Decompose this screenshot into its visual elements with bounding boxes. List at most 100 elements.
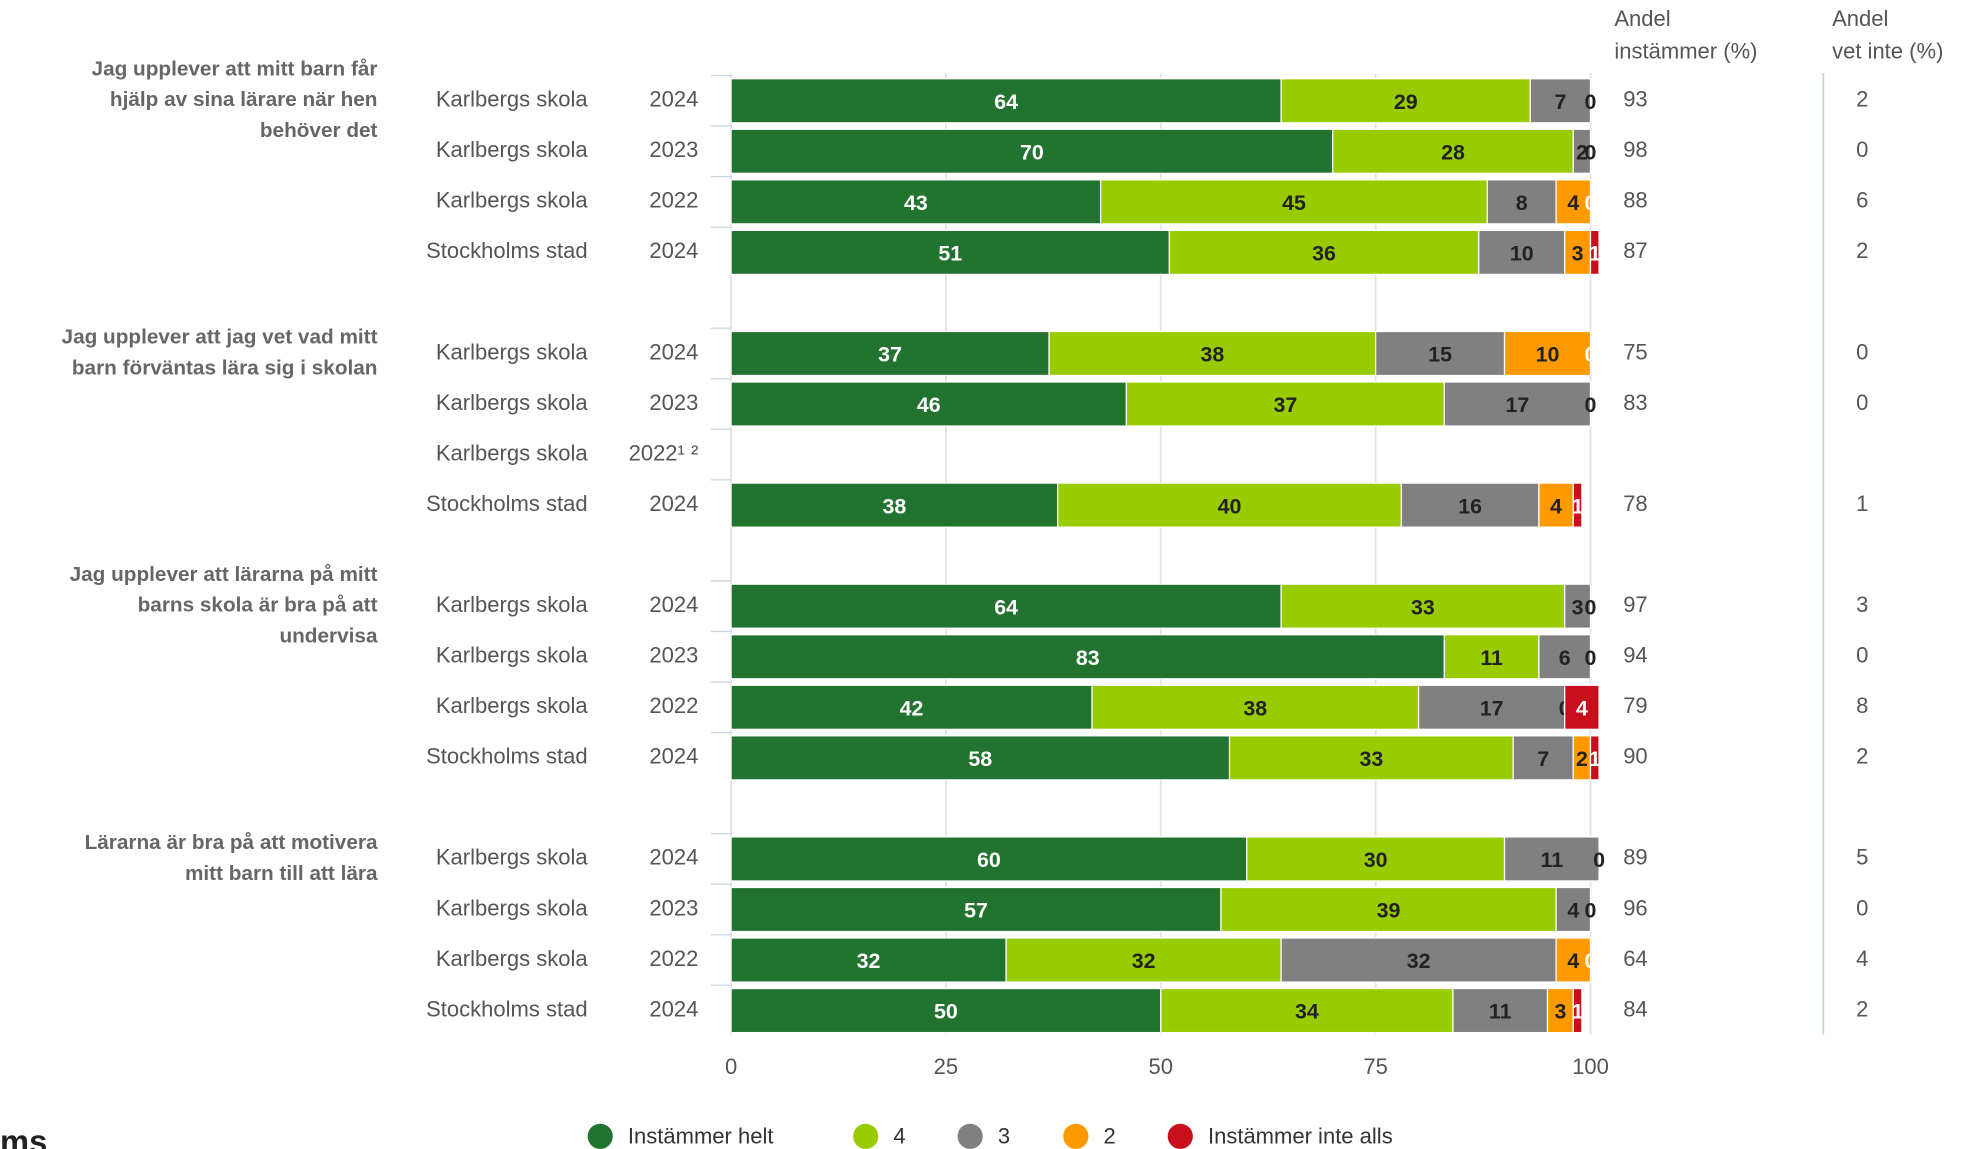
andel-instammer: 87 bbox=[1623, 238, 1647, 263]
bar-segment bbox=[1572, 987, 1583, 1034]
andel-instammer: 98 bbox=[1623, 137, 1647, 162]
year-label: 2024 bbox=[649, 339, 698, 364]
value-label: 0 bbox=[1585, 949, 1597, 973]
bar-segment bbox=[730, 684, 1093, 730]
year-label: 2024 bbox=[649, 845, 698, 870]
entity-label: Karlbergs skola bbox=[436, 137, 588, 162]
bar-segment bbox=[730, 78, 1282, 124]
entity-label: Karlbergs skola bbox=[436, 693, 588, 718]
question-label: Jag upplever att jag vet vad mitt bbox=[62, 326, 378, 349]
value-label: 10 bbox=[1536, 343, 1560, 367]
entity-label: Stockholms stad bbox=[426, 744, 588, 769]
bar-segment bbox=[1168, 229, 1480, 276]
bar-segment bbox=[1503, 836, 1600, 882]
andel-vet-inte: 1 bbox=[1856, 491, 1868, 516]
value-label: 0 bbox=[1585, 646, 1597, 670]
value-label: 1 bbox=[1572, 494, 1584, 518]
andel-instammer: 83 bbox=[1623, 390, 1647, 415]
legend-label: Instämmer helt bbox=[628, 1123, 774, 1148]
year-label: 2023 bbox=[649, 895, 698, 920]
value-label: 0 bbox=[1593, 848, 1605, 872]
value-label: 2 bbox=[1576, 747, 1588, 771]
year-label: 2022 bbox=[649, 188, 698, 213]
bar-segment bbox=[1443, 381, 1592, 427]
andel-vet-inte: 0 bbox=[1856, 895, 1868, 920]
year-label: 2024 bbox=[649, 87, 698, 112]
bar-segment bbox=[730, 836, 1248, 882]
value-label: 32 bbox=[1407, 949, 1431, 973]
legend-label: 2 bbox=[1104, 1123, 1116, 1148]
value-label: 43 bbox=[904, 191, 928, 215]
entity-label: Karlbergs skola bbox=[436, 895, 588, 920]
value-label: 4 bbox=[1567, 899, 1579, 923]
value-label: 64 bbox=[994, 90, 1018, 114]
bar-segment bbox=[1417, 684, 1566, 730]
bar-segment bbox=[1538, 634, 1592, 680]
bar-segment bbox=[730, 128, 1334, 174]
entity-label: Karlbergs skola bbox=[436, 440, 588, 465]
value-label: 39 bbox=[1377, 899, 1401, 923]
x-tick-label: 0 bbox=[725, 1054, 737, 1079]
entity-label: Karlbergs skola bbox=[436, 87, 588, 112]
bar-segment bbox=[730, 886, 1222, 933]
bar-segment bbox=[1564, 583, 1592, 629]
value-label: 4 bbox=[1550, 494, 1562, 518]
bar-segment bbox=[730, 937, 1007, 983]
andel-instammer: 89 bbox=[1623, 845, 1647, 870]
value-label: 33 bbox=[1359, 747, 1383, 771]
bar-segment bbox=[1099, 179, 1488, 225]
andel-vet-inte: 0 bbox=[1856, 643, 1868, 668]
value-label: 0 bbox=[1585, 899, 1597, 923]
andel-instammer: 75 bbox=[1623, 339, 1647, 364]
year-label: 2024 bbox=[649, 996, 698, 1021]
entity-label: Karlbergs skola bbox=[436, 643, 588, 668]
value-label: 28 bbox=[1441, 140, 1465, 164]
value-label: 3 bbox=[1572, 242, 1584, 266]
andel-instammer: 88 bbox=[1623, 188, 1647, 213]
bar-segment bbox=[730, 179, 1102, 225]
question-label: behöver det bbox=[260, 119, 378, 142]
legend-marker bbox=[1167, 1123, 1193, 1149]
value-label: 16 bbox=[1458, 494, 1482, 518]
bar-segment bbox=[730, 381, 1128, 427]
year-label: 2022 bbox=[649, 946, 698, 971]
value-label: 51 bbox=[938, 242, 962, 266]
bar-segment bbox=[1486, 179, 1557, 225]
value-label: 46 bbox=[917, 393, 941, 417]
bar-segment bbox=[1589, 229, 1600, 276]
value-label: 15 bbox=[1428, 343, 1452, 367]
value-label: 30 bbox=[1364, 848, 1388, 872]
value-label: 6 bbox=[1559, 646, 1571, 670]
bar-segment bbox=[1546, 987, 1574, 1034]
bar-segment bbox=[1443, 634, 1540, 680]
bar-segment bbox=[730, 482, 1059, 528]
andel-instammer: 79 bbox=[1623, 693, 1647, 718]
value-label: 0 bbox=[1585, 343, 1597, 367]
bar-segment bbox=[1400, 482, 1540, 528]
column-header: instämmer (%) bbox=[1614, 39, 1757, 64]
value-label: 60 bbox=[977, 848, 1001, 872]
value-label: 32 bbox=[857, 949, 881, 973]
value-label: 1 bbox=[1572, 1000, 1584, 1024]
bar-segment bbox=[1220, 886, 1557, 933]
year-label: 2024 bbox=[649, 592, 698, 617]
legend-marker bbox=[853, 1123, 879, 1149]
year-label: 2023 bbox=[649, 137, 698, 162]
column-header: Andel bbox=[1832, 6, 1888, 31]
value-label: 38 bbox=[1200, 343, 1224, 367]
bar-segment bbox=[1280, 78, 1531, 124]
value-label: 37 bbox=[1273, 393, 1297, 417]
bar-segment bbox=[1512, 735, 1574, 781]
value-label: 0 bbox=[1585, 140, 1597, 164]
bar-segment bbox=[1091, 684, 1420, 730]
entity-label: Karlbergs skola bbox=[436, 592, 588, 617]
value-label: 0 bbox=[1585, 393, 1597, 417]
andel-vet-inte: 2 bbox=[1856, 238, 1868, 263]
value-label: 58 bbox=[968, 747, 992, 771]
andel-vet-inte: 0 bbox=[1856, 390, 1868, 415]
andel-vet-inte: 8 bbox=[1856, 693, 1868, 718]
entity-label: Stockholms stad bbox=[426, 491, 588, 516]
bar-segment bbox=[1564, 684, 1600, 730]
value-label: 10 bbox=[1510, 242, 1534, 266]
